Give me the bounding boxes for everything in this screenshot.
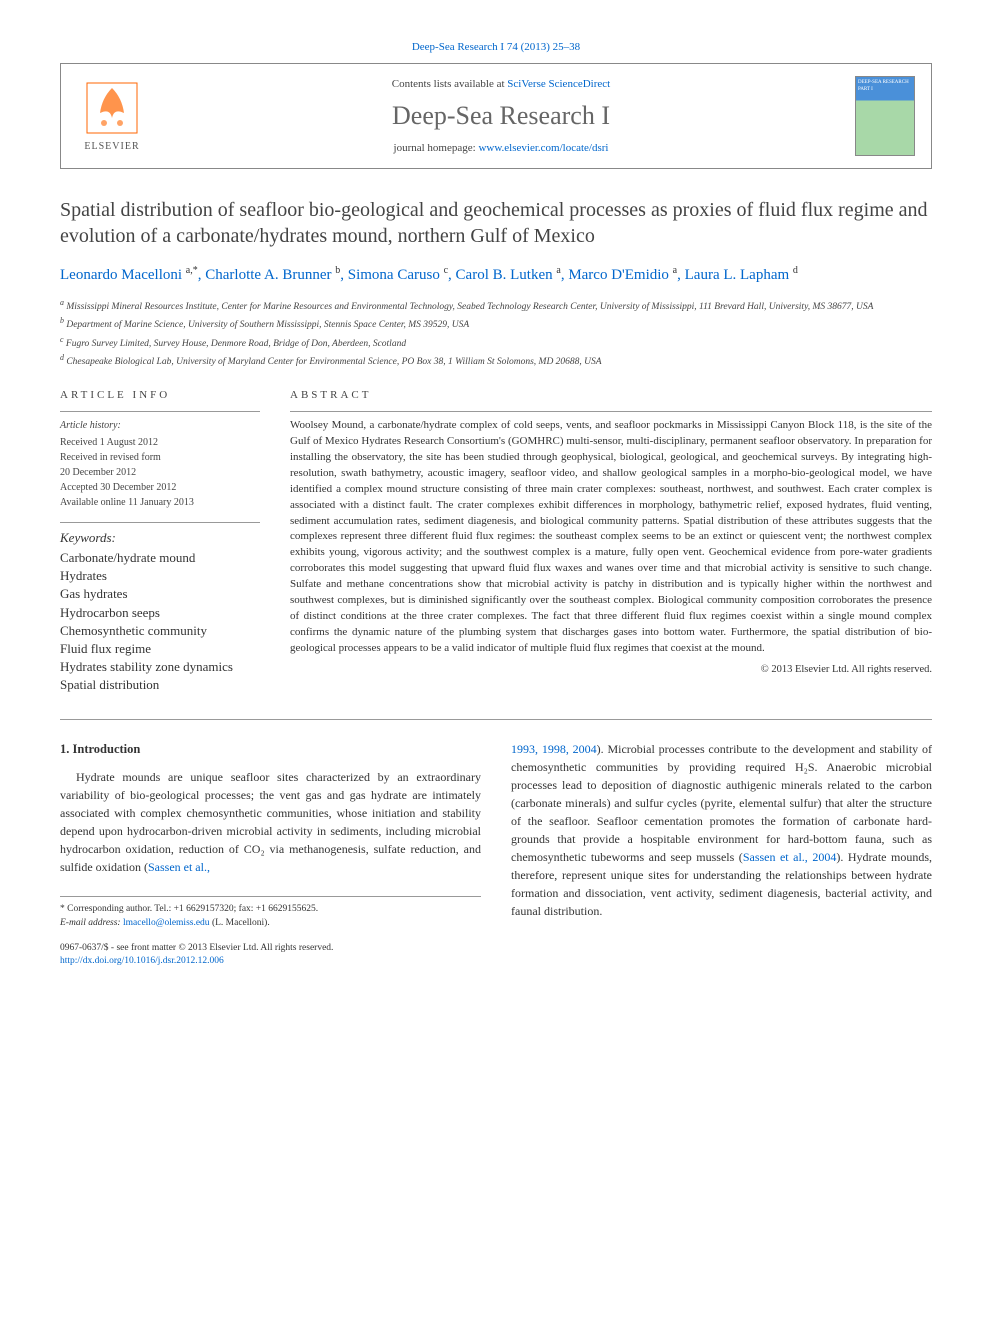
journal-reference: Deep-Sea Research I 74 (2013) 25–38: [60, 40, 932, 55]
corr-author-line: * Corresponding author. Tel.: +1 6629157…: [60, 903, 481, 916]
affiliation-line: a Mississippi Mineral Resources Institut…: [60, 297, 932, 314]
affiliation-line: c Fugro Survey Limited, Survey House, De…: [60, 334, 932, 351]
elsevier-logo[interactable]: ELSEVIER: [77, 76, 147, 156]
keyword-line: Gas hydrates: [60, 585, 260, 603]
corresponding-author-footnote: * Corresponding author. Tel.: +1 6629157…: [60, 896, 481, 930]
header-center: Contents lists available at SciVerse Sci…: [163, 77, 839, 156]
article-info-label: ARTICLE INFO: [60, 388, 260, 403]
intro-paragraph-2: 1993, 1998, 2004). Microbial processes c…: [511, 740, 932, 920]
keyword-line: Hydrates: [60, 567, 260, 585]
email-suffix: (L. Macelloni).: [210, 918, 270, 928]
keyword-line: Fluid flux regime: [60, 640, 260, 658]
contents-prefix: Contents lists available at: [392, 78, 507, 90]
citation-sassen-years[interactable]: 1993, 1998, 2004: [511, 742, 597, 756]
author-link[interactable]: Leonardo Macelloni a,*: [60, 267, 198, 283]
affiliation-line: d Chesapeake Biological Lab, University …: [60, 352, 932, 369]
article-history: Article history: Received 1 August 2012R…: [60, 411, 260, 510]
issn-line: 0967-0637/$ - see front matter © 2013 El…: [60, 942, 481, 955]
intro-text-1: Hydrate mounds are unique seafloor sites…: [60, 770, 481, 874]
homepage-line: journal homepage: www.elsevier.com/locat…: [163, 141, 839, 156]
elsevier-label: ELSEVIER: [84, 140, 139, 154]
affiliations: a Mississippi Mineral Resources Institut…: [60, 297, 932, 370]
homepage-prefix: journal homepage:: [394, 142, 479, 154]
abstract-label: ABSTRACT: [290, 388, 932, 403]
journal-cover-thumbnail[interactable]: DEEP-SEA RESEARCH PART I: [855, 76, 915, 156]
journal-header: ELSEVIER Contents lists available at Sci…: [60, 63, 932, 169]
body-column-left: 1. Introduction Hydrate mounds are uniqu…: [60, 740, 481, 969]
contents-line: Contents lists available at SciVerse Sci…: [163, 77, 839, 92]
keyword-line: Carbonate/hydrate mound: [60, 549, 260, 567]
article-title: Spatial distribution of seafloor bio-geo…: [60, 197, 932, 249]
intro-text-2: ). Microbial processes contribute to the…: [511, 742, 932, 864]
keywords-heading: Keywords:: [60, 529, 260, 547]
introduction-heading: 1. Introduction: [60, 740, 481, 759]
email-line: E-mail address: lmacello@olemiss.edu (L.…: [60, 917, 481, 930]
history-line: 20 December 2012: [60, 465, 260, 480]
author-link[interactable]: Simona Caruso c: [348, 267, 448, 283]
cover-title: DEEP-SEA RESEARCH PART I: [858, 80, 909, 92]
intro-paragraph-1: Hydrate mounds are unique seafloor sites…: [60, 768, 481, 876]
corr-email-link[interactable]: lmacello@olemiss.edu: [123, 918, 210, 928]
article-info-column: ARTICLE INFO Article history: Received 1…: [60, 388, 260, 695]
keywords-block: Keywords: Carbonate/hydrate moundHydrate…: [60, 522, 260, 695]
keyword-line: Chemosynthetic community: [60, 622, 260, 640]
author-link[interactable]: Marco D'Emidio a: [568, 267, 677, 283]
history-line: Available online 11 January 2013: [60, 495, 260, 510]
email-label: E-mail address:: [60, 918, 123, 928]
journal-reference-link[interactable]: Deep-Sea Research I 74 (2013) 25–38: [412, 41, 580, 53]
section-divider: [60, 719, 932, 720]
keyword-line: Hydrocarbon seeps: [60, 604, 260, 622]
homepage-link[interactable]: www.elsevier.com/locate/dsri: [478, 142, 608, 154]
elsevier-tree-icon: [82, 78, 142, 138]
history-heading: Article history:: [60, 418, 260, 433]
footer-meta: 0967-0637/$ - see front matter © 2013 El…: [60, 942, 481, 969]
author-link[interactable]: Carol B. Lutken a: [456, 267, 561, 283]
sciverse-link[interactable]: SciVerse ScienceDirect: [507, 78, 610, 90]
history-line: Received in revised form: [60, 450, 260, 465]
author-link[interactable]: Laura L. Lapham d: [685, 267, 798, 283]
abstract-column: ABSTRACT Woolsey Mound, a carbonate/hydr…: [290, 388, 932, 695]
author-list: Leonardo Macelloni a,*, Charlotte A. Bru…: [60, 263, 932, 287]
history-line: Accepted 30 December 2012: [60, 480, 260, 495]
keyword-line: Hydrates stability zone dynamics: [60, 658, 260, 676]
author-link[interactable]: Charlotte A. Brunner b: [205, 267, 340, 283]
history-line: Received 1 August 2012: [60, 435, 260, 450]
citation-sassen-1[interactable]: Sassen et al.,: [148, 860, 210, 874]
abstract-text: Woolsey Mound, a carbonate/hydrate compl…: [290, 411, 932, 657]
body-column-right: 1993, 1998, 2004). Microbial processes c…: [511, 740, 932, 969]
citation-sassen-2004[interactable]: Sassen et al., 2004: [743, 850, 837, 864]
affiliation-line: b Department of Marine Science, Universi…: [60, 315, 932, 332]
abstract-copyright: © 2013 Elsevier Ltd. All rights reserved…: [290, 663, 932, 678]
keyword-line: Spatial distribution: [60, 676, 260, 694]
doi-link[interactable]: http://dx.doi.org/10.1016/j.dsr.2012.12.…: [60, 956, 224, 966]
body-columns: 1. Introduction Hydrate mounds are uniqu…: [60, 740, 932, 969]
info-abstract-row: ARTICLE INFO Article history: Received 1…: [60, 388, 932, 695]
journal-name: Deep-Sea Research I: [163, 98, 839, 134]
